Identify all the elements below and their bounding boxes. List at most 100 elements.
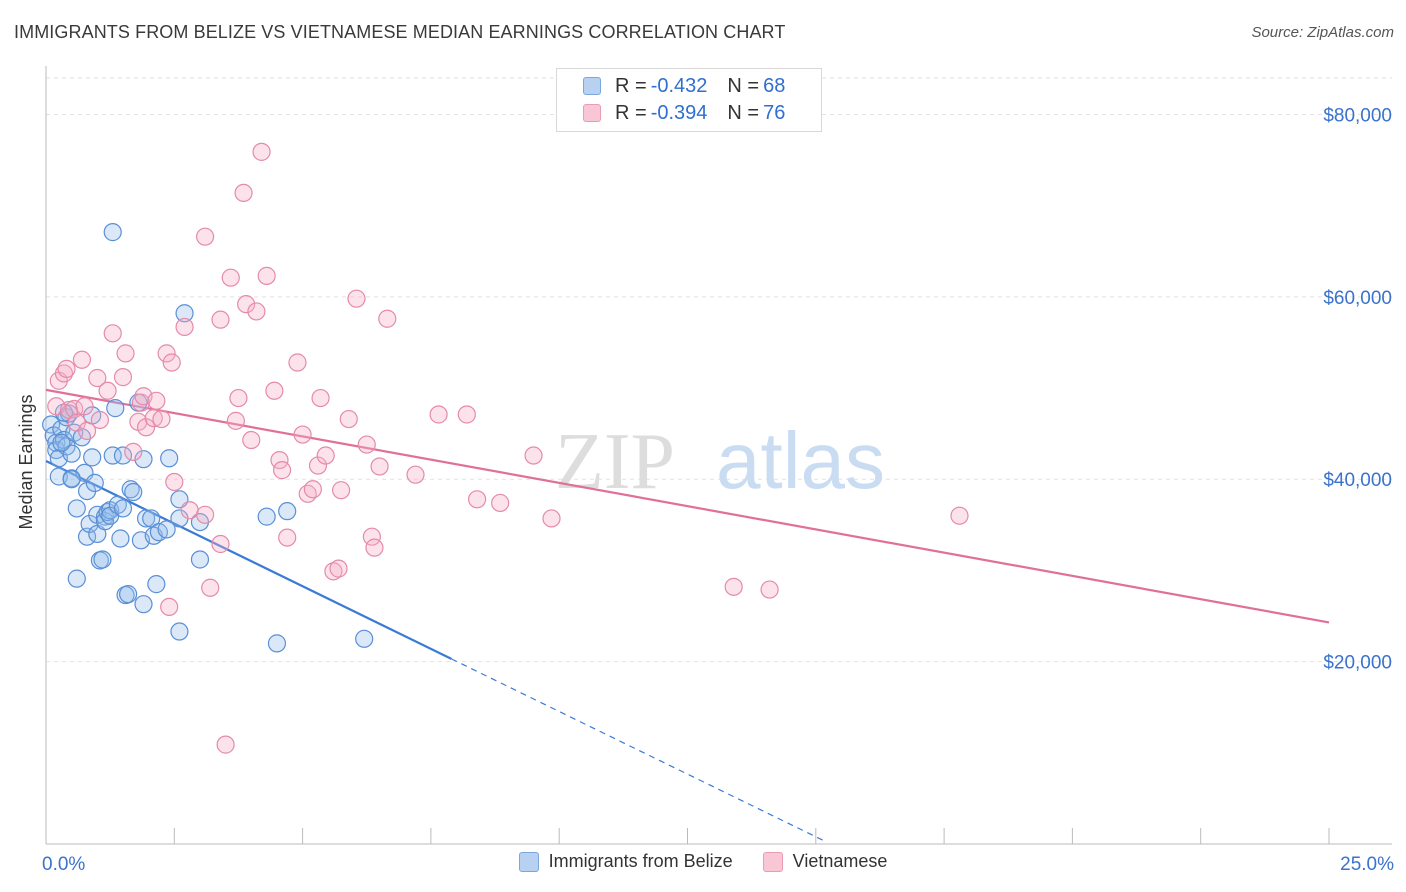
data-point (216, 735, 235, 754)
data-point (406, 465, 425, 484)
data-point (429, 405, 448, 424)
data-point (257, 266, 276, 285)
data-point (57, 359, 76, 378)
data-point (116, 344, 135, 363)
legend-swatch-pink (583, 104, 601, 122)
data-point (80, 514, 99, 534)
data-point (157, 520, 176, 539)
data-point (147, 391, 166, 410)
data-point (175, 304, 194, 323)
x-tick-label: 25.0% (1340, 854, 1394, 875)
data-point (278, 528, 297, 547)
data-point (272, 461, 292, 480)
data-point (467, 490, 487, 509)
grid-lines (46, 77, 1392, 663)
data-point (83, 448, 102, 467)
data-point (365, 538, 384, 557)
series-vietnamese (47, 142, 969, 754)
data-point (67, 569, 86, 588)
legend-item-vietnamese[interactable]: Vietnamese (762, 851, 888, 872)
legend-item-belize[interactable]: Immigrants from Belize (518, 851, 733, 872)
data-point (134, 595, 153, 614)
data-point (311, 388, 330, 408)
data-point (339, 409, 358, 429)
data-point (85, 473, 104, 492)
data-point (247, 302, 266, 321)
data-point (316, 446, 335, 465)
r-label: R = (615, 101, 647, 124)
data-point (357, 435, 376, 454)
data-point (288, 353, 307, 372)
trend-lines (45, 388, 1330, 843)
data-point (211, 310, 230, 329)
data-point (113, 499, 133, 518)
data-point (308, 456, 328, 475)
data-point (170, 622, 189, 641)
data-point (67, 499, 86, 518)
legend-label-belize: Immigrants from Belize (548, 851, 733, 871)
data-point (491, 493, 510, 513)
data-point (278, 502, 297, 521)
data-point (724, 577, 743, 596)
watermark-atlas: atlas (716, 416, 885, 505)
data-point (362, 527, 381, 546)
n-label: N = (727, 74, 760, 97)
watermark-zip: ZIP (555, 418, 675, 506)
data-point (229, 388, 248, 408)
data-point (103, 223, 122, 242)
legend-swatch-blue (583, 77, 601, 95)
data-point (195, 227, 215, 246)
data-point (257, 507, 276, 526)
data-point (331, 481, 351, 500)
data-point (147, 575, 166, 594)
data-point (144, 409, 163, 428)
data-point (234, 183, 253, 202)
y-tick-label: $20,000 (1323, 653, 1392, 674)
data-point (52, 433, 71, 452)
axes (45, 66, 1392, 845)
r-value: -0.432 (650, 74, 708, 97)
data-point (142, 509, 161, 528)
data-point (355, 629, 374, 648)
data-point (113, 446, 133, 465)
watermark: ZIP atlas (555, 416, 885, 506)
trend-line-solid (45, 460, 452, 660)
data-point (103, 446, 122, 465)
data-point (524, 446, 543, 465)
data-point (157, 344, 176, 363)
data-point (124, 442, 143, 461)
data-point (134, 450, 153, 469)
r-value: -0.394 (650, 101, 708, 124)
data-point (103, 324, 122, 343)
data-point (119, 585, 138, 604)
data-point (152, 409, 171, 429)
chart-title: IMMIGRANTS FROM BELIZE VS VIETNAMESE MED… (14, 22, 786, 42)
y-tick-label: $60,000 (1323, 288, 1392, 309)
legend-row-belize: R = -0.432 N = 68 (583, 73, 805, 99)
data-point (160, 597, 179, 617)
legend-swatch-pink (762, 851, 783, 872)
data-point (111, 529, 130, 548)
data-point (165, 472, 184, 492)
data-point (370, 457, 389, 476)
legend-row-vietnamese: R = -0.394 N = 76 (583, 100, 805, 126)
data-point (211, 534, 230, 554)
data-point (252, 142, 271, 161)
data-point (265, 381, 284, 400)
data-point (226, 411, 245, 430)
data-point (950, 506, 969, 525)
tick-labels: $20,000 $40,000 $60,000 $80,000 0.0% 25.0% Med… (16, 105, 1394, 875)
data-point (121, 480, 140, 499)
data-point (136, 509, 156, 528)
legend-label-vietnamese: Vietnamese (792, 851, 888, 871)
data-point (180, 501, 199, 520)
data-point (542, 509, 561, 528)
data-point (175, 317, 194, 337)
data-point (347, 289, 366, 308)
data-point (90, 410, 109, 430)
data-point (190, 550, 210, 569)
y-tick-label: $40,000 (1323, 470, 1392, 491)
data-point (136, 418, 156, 437)
data-point (237, 295, 256, 314)
